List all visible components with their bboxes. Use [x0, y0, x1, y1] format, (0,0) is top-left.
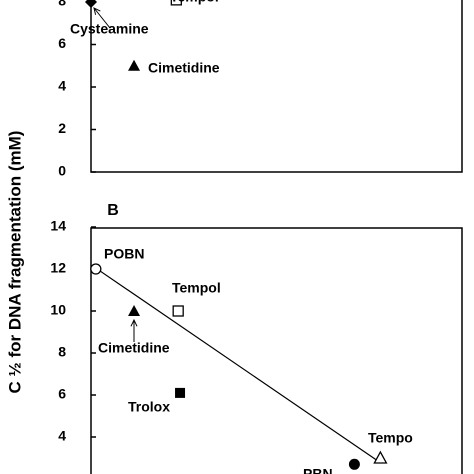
y-tick-label: 10	[50, 302, 66, 318]
marker	[373, 450, 388, 464]
arrow	[93, 7, 111, 29]
y-tick-label: 4	[58, 78, 66, 94]
plot-frame	[90, 227, 463, 474]
point-label: Cimetidine	[98, 340, 170, 356]
y-tick-label: 4	[58, 428, 66, 444]
y-tick-label: 12	[50, 260, 66, 276]
point-label: Tempo	[368, 430, 413, 446]
plot-frame	[90, 0, 463, 173]
marker	[175, 387, 186, 398]
y-tick-label: 0	[58, 163, 66, 179]
marker	[90, 263, 102, 275]
y-tick-label: 8	[58, 344, 66, 360]
point-label: POBN	[104, 246, 144, 262]
arrow-head	[93, 7, 101, 15]
point-label: Cysteamine	[70, 21, 149, 37]
y-tick-label: 8	[58, 0, 66, 9]
y-axis-label: C ½ for DNA fragmentation (mM)	[5, 131, 24, 394]
marker	[128, 305, 141, 316]
y-tick-label: 6	[58, 35, 66, 51]
marker	[170, 0, 182, 6]
point-label: Tempol	[172, 280, 221, 296]
trend-line	[92, 265, 378, 461]
marker	[348, 458, 360, 470]
point-label: Cimetidine	[148, 60, 220, 76]
y-tick-label: 6	[58, 386, 66, 402]
marker	[128, 59, 141, 71]
arrow-head	[130, 318, 138, 327]
panel-label: B	[107, 202, 119, 219]
marker	[85, 0, 97, 8]
y-tick-label: 2	[58, 120, 66, 136]
point-label: Tempol	[170, 0, 219, 5]
point-label: Trolox	[128, 399, 170, 415]
point-label: PBN	[303, 466, 333, 474]
y-tick-label: 14	[50, 218, 66, 234]
marker	[172, 305, 184, 317]
